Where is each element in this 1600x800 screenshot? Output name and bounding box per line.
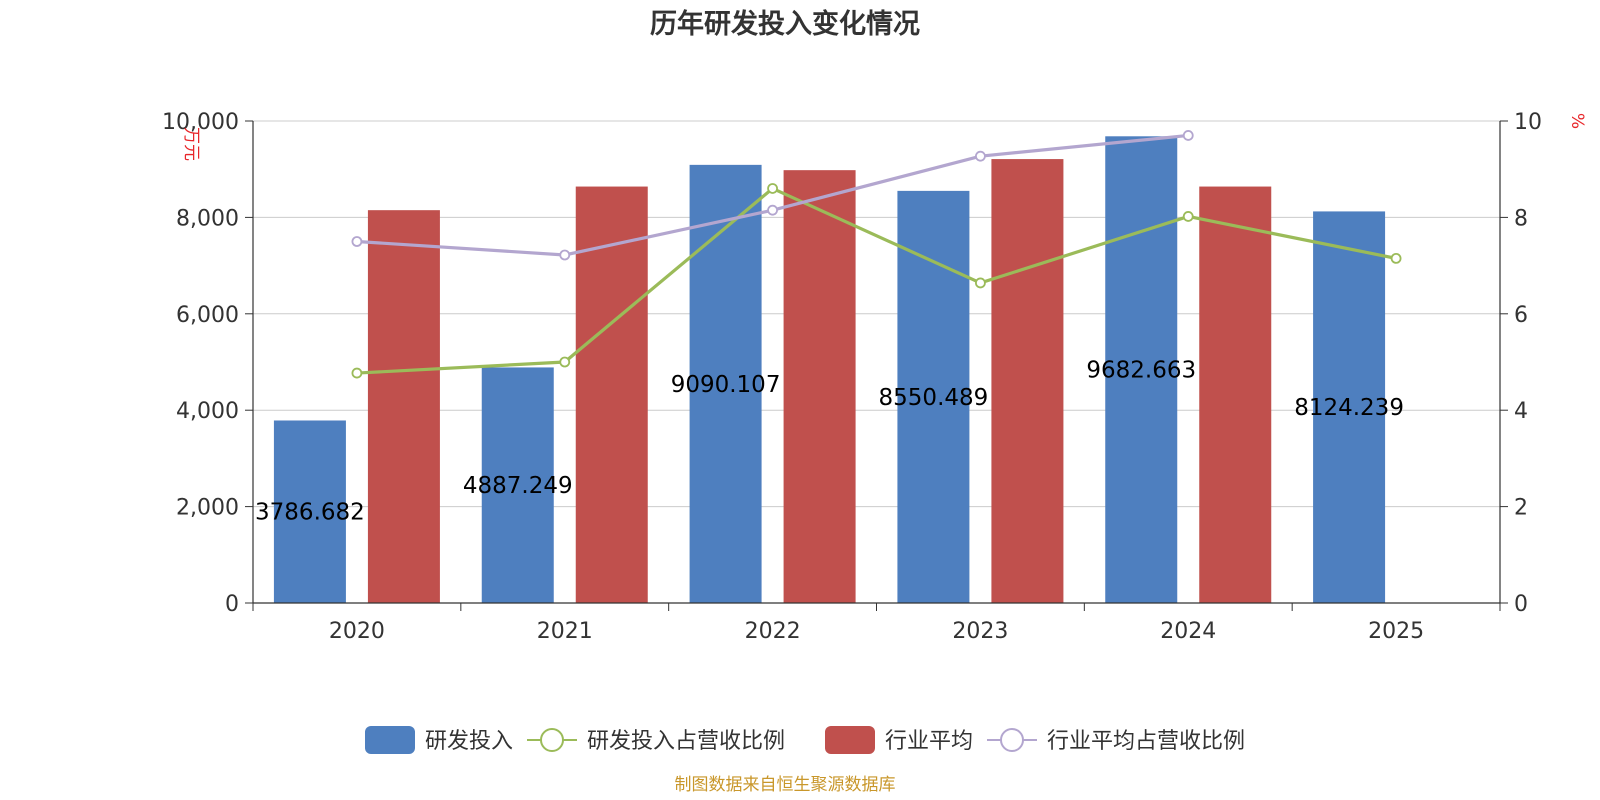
y-right-tick-label: 2 [1514, 496, 1528, 521]
y-right-tick-label: 4 [1514, 399, 1528, 424]
bars-layer [273, 136, 1386, 604]
y-right-tick-label: 0 [1514, 592, 1528, 617]
lines-layer [351, 130, 1402, 379]
y-left-tick-label: 10,000 [162, 110, 239, 135]
x-tick-label: 2020 [329, 619, 385, 644]
bar-data-label: 4887.249 [463, 473, 573, 499]
line-point [351, 236, 363, 247]
x-tick-label: 2025 [1368, 619, 1424, 644]
line-point [767, 183, 778, 194]
y-left-unit: 万元 [181, 127, 201, 161]
x-tick-label: 2024 [1160, 619, 1216, 644]
bar-data-label: 9090.107 [671, 372, 781, 398]
y-right-tick-label: 8 [1514, 206, 1528, 231]
bar-industry [1199, 186, 1272, 603]
bar-industry [575, 186, 648, 603]
line-point [559, 356, 571, 368]
y-right-unit: % [1567, 113, 1587, 129]
y-right-tick-label: 6 [1514, 303, 1528, 328]
y-left-tick-label: 4,000 [176, 399, 239, 424]
data-labels-layer: 3786.682 4887.249 9090.107 8550.489 9682.663… [255, 358, 1404, 526]
source-note: 制图数据来自恒生聚源数据库 [675, 775, 896, 795]
bar-data-label: 8124.239 [1294, 395, 1404, 421]
line-series-3 [356, 133, 1189, 257]
bar-rd [689, 164, 762, 603]
line-point [1182, 130, 1194, 141]
y-left-tick-label: 8,000 [176, 206, 239, 231]
line-point [559, 249, 571, 261]
legend-label: 行业平均占营收比例 [1047, 729, 1245, 754]
x-tick-label: 2023 [952, 619, 1008, 644]
legend-swatch-marker [540, 728, 564, 752]
line-point [975, 150, 986, 162]
y-left-tick-label: 0 [225, 592, 239, 617]
bar-rd [481, 367, 554, 603]
line-series-1 [356, 186, 1397, 375]
legend-label: 研发投入占营收比例 [587, 729, 785, 754]
bar-rd [897, 190, 970, 603]
bar-rd [1105, 136, 1178, 603]
bar-industry [783, 170, 856, 603]
x-tick-label: 2022 [745, 619, 801, 644]
bar-industry [991, 159, 1064, 603]
legend-swatch-bar [825, 726, 875, 754]
bar-data-label: 3786.682 [255, 500, 365, 526]
bar-data-label: 9682.663 [1086, 358, 1196, 384]
legend-swatch-bar [365, 726, 415, 754]
legend: 研发投入 研发投入占营收比例 行业平均 行业平均占营收比例 [365, 726, 1245, 754]
y-left-tick-label: 6,000 [176, 303, 239, 328]
legend-swatch-marker [1000, 728, 1024, 752]
y-right-tick-label: 10 [1514, 110, 1542, 135]
x-tick-label: 2021 [537, 619, 593, 644]
bar-data-label: 8550.489 [879, 385, 989, 411]
line-point [767, 204, 778, 216]
bar-industry [367, 210, 440, 604]
line-point [1182, 211, 1194, 222]
legend-label: 研发投入 [425, 729, 513, 754]
grid-lines [253, 120, 1500, 508]
y-left-tick-label: 2,000 [176, 496, 239, 521]
legend-label: 行业平均 [885, 729, 973, 754]
line-point [1390, 252, 1402, 264]
line-point [975, 277, 986, 289]
line-point [351, 367, 363, 379]
chart-title: 历年研发投入变化情况 [650, 8, 920, 40]
bar-rd [273, 420, 346, 603]
bar-rd [1313, 211, 1386, 603]
axes-layer: 0 2,000 4,000 6,000 8,000 10,000 0 2 4 6 8 10 万元% 202… [162, 110, 1587, 644]
